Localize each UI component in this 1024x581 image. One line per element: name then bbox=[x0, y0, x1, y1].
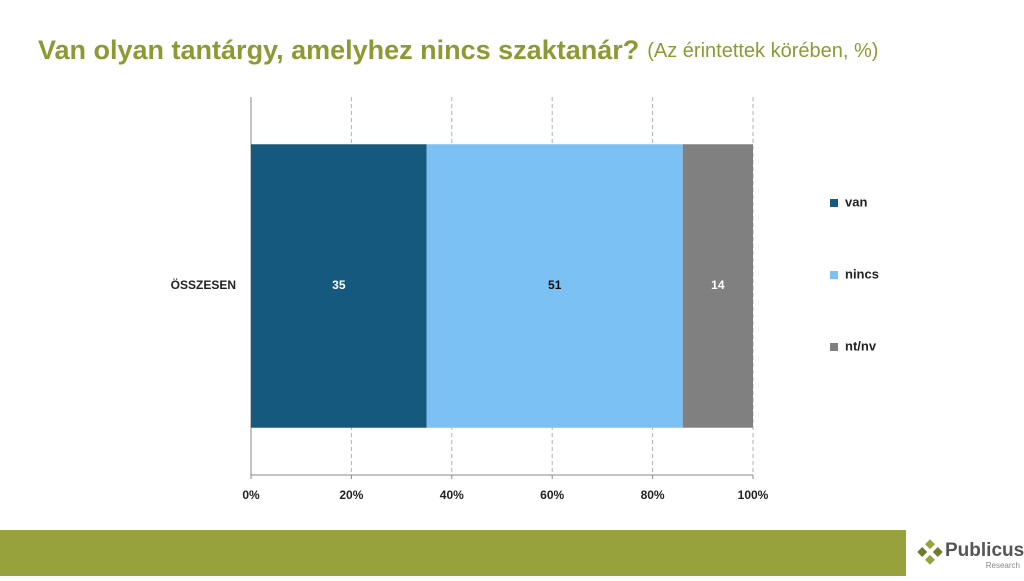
y-tick-label: ÖSSZESEN bbox=[171, 277, 236, 292]
x-tick-label: 100% bbox=[738, 488, 769, 502]
logo: Publicus Research bbox=[917, 539, 1024, 570]
x-tick-label: 0% bbox=[242, 488, 260, 502]
logo-tagline: Research bbox=[986, 561, 1020, 570]
legend-swatch bbox=[830, 199, 838, 207]
bar-segment bbox=[251, 144, 427, 428]
x-tick-label: 20% bbox=[339, 488, 363, 502]
legend-swatch bbox=[830, 343, 838, 351]
logo-icon bbox=[917, 547, 928, 557]
title: Van olyan tantárgy, amelyhez nincs szakt… bbox=[38, 35, 639, 65]
chart-title: Van olyan tantárgy, amelyhez nincs szakt… bbox=[38, 35, 878, 65]
data-label: 51 bbox=[548, 278, 562, 292]
x-tick-label: 40% bbox=[440, 488, 464, 502]
logo-name: Publicus bbox=[945, 540, 1024, 561]
bar-segment bbox=[682, 144, 753, 428]
logo-icon bbox=[925, 554, 935, 565]
bar-segment bbox=[426, 144, 683, 428]
data-label: 14 bbox=[711, 278, 725, 292]
subtitle: (Az érintettek körében, %) bbox=[647, 40, 878, 62]
legend-swatch bbox=[830, 271, 838, 279]
logo-icon bbox=[925, 539, 935, 550]
x-tick-label: 60% bbox=[540, 488, 564, 502]
data-label: 35 bbox=[332, 278, 346, 292]
logo-icon bbox=[932, 547, 943, 557]
x-tick-label: 80% bbox=[641, 488, 665, 502]
legend-label: van bbox=[845, 194, 867, 209]
footer-band bbox=[0, 530, 906, 576]
legend-label: nincs bbox=[845, 266, 879, 281]
legend-label: nt/nv bbox=[845, 338, 877, 353]
